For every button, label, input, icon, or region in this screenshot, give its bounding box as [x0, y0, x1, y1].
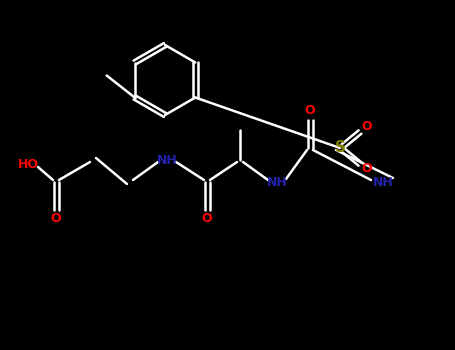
Text: NH: NH [267, 175, 288, 189]
Text: HO: HO [17, 159, 39, 172]
Text: O: O [305, 105, 315, 118]
Text: O: O [51, 212, 61, 225]
Text: NH: NH [373, 175, 394, 189]
Text: NH: NH [157, 154, 177, 167]
Text: S: S [334, 140, 345, 155]
Text: O: O [202, 212, 212, 225]
Text: O: O [362, 162, 372, 175]
Text: O: O [362, 120, 372, 133]
